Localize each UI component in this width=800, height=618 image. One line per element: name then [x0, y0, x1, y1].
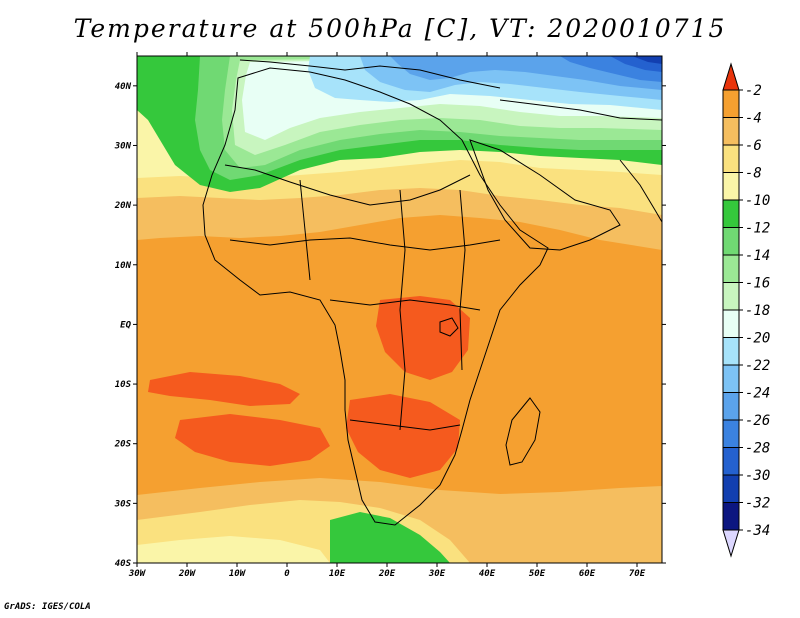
lake-victoria: [439, 317, 459, 337]
lon-tick-label: 10W: [229, 569, 247, 579]
colorbar-label: -8: [745, 166, 762, 182]
colorbar-label: -18: [745, 303, 770, 319]
lon-tick-label: 10E: [329, 569, 346, 579]
country-border-vertical-west: [299, 179, 311, 281]
colorbar-swatch: [722, 199, 740, 228]
lat-tick-label: 20S: [114, 440, 132, 450]
lat-tick-label: 30N: [114, 141, 132, 151]
colorbar-label: -34: [745, 523, 770, 539]
field-minus14-south-band: [330, 512, 450, 563]
plot-frame: [136, 55, 663, 564]
lat-tick-label: 10N: [115, 261, 132, 271]
colorbar-swatch: [722, 117, 740, 146]
lon-axis: 30W 20W 10W 0 10E 20E 30E 40E 50E 60E 70E: [128, 52, 646, 579]
colorbar-label: -22: [745, 358, 770, 374]
lat-tick-label: 20N: [114, 201, 132, 211]
colorbar-label: -2: [745, 83, 762, 99]
arabia-coastline: [469, 139, 621, 251]
country-border-south: [349, 419, 461, 431]
colorbar-swatch: [722, 502, 740, 531]
temperature-field: [137, 56, 662, 563]
colorbar-swatch: [722, 474, 740, 503]
lon-tick-label: 20E: [378, 569, 396, 579]
lat-tick-label: 30S: [114, 499, 132, 509]
colorbar-swatch: [722, 419, 740, 448]
madagascar-coastline: [505, 397, 541, 466]
lat-tick-label: 40N: [115, 82, 132, 92]
lat-tick-label: 40S: [115, 559, 132, 569]
colorbar-label: -16: [745, 276, 770, 292]
lat-tick-label: EQ: [120, 320, 131, 330]
lon-tick-label: 40E: [479, 569, 496, 579]
colorbar-label: -26: [745, 413, 770, 429]
colorbar-label: -4: [745, 111, 762, 127]
lon-tick-label: 30E: [428, 569, 446, 579]
asia-coastline: [499, 99, 662, 121]
colorbar-label: -20: [745, 331, 770, 347]
india-coastline: [619, 159, 662, 223]
lon-tick-label: 20W: [178, 569, 197, 579]
colorbar-swatch: [722, 172, 740, 201]
country-border-vertical-east: [459, 189, 466, 371]
colorbar-label: -12: [745, 221, 770, 237]
colorbar-swatch: [722, 282, 740, 311]
lat-tick-label: 10S: [115, 380, 132, 390]
colorbar-swatch: [722, 337, 740, 366]
colorbar-swatch: [722, 447, 740, 476]
colorbar-swatch: [722, 254, 740, 283]
lon-tick-label: 50E: [529, 569, 546, 579]
field-minus2-patch-south-atlantic: [175, 414, 330, 466]
lon-tick-label: 70E: [629, 569, 646, 579]
colorbar-bottom-arrow: [722, 529, 740, 558]
field-minus12-south-band: [137, 536, 330, 563]
field-minus2-patch-central-africa: [376, 296, 470, 380]
field-minus2-patch-southern-africa: [346, 394, 460, 478]
colorbar-swatch: [722, 309, 740, 338]
lon-tick-label: 0: [284, 569, 290, 579]
colorbar-top-arrow: [722, 62, 740, 91]
europe-coastline: [239, 59, 501, 89]
colorbar-label: -10: [745, 193, 770, 209]
grads-credit: GrADS: IGES/COLA: [4, 602, 91, 612]
lat-axis: 40S 30S 20S 10S EQ 10N 20N 30N 40N: [114, 82, 666, 569]
coastlines: [202, 59, 662, 526]
field-minus2-patch-atlantic: [148, 372, 300, 406]
lon-tick-label: 60E: [579, 569, 596, 579]
colorbar-label: -32: [745, 496, 770, 512]
colorbar: -2 -4 -6 -8 -10 -12 -14 -16 -18 -20 -22 -24 -26 -28 -3…: [722, 62, 770, 558]
lon-tick-label: 30W: [128, 569, 147, 579]
colorbar-swatch: [722, 392, 740, 421]
country-border-sahel: [229, 237, 501, 251]
colorbar-label: -14: [745, 248, 770, 264]
colorbar-label: -6: [745, 138, 762, 154]
country-border-sahara: [224, 164, 471, 206]
colorbar-swatch: [722, 144, 740, 173]
map-title: Temperature at 500hPa [C], VT: 202001071…: [73, 14, 727, 43]
colorbar-swatch: [722, 364, 740, 393]
africa-coastline: [202, 67, 549, 526]
country-border-vertical-central: [399, 189, 406, 431]
colorbar-label: -24: [745, 386, 770, 402]
colorbar-label: -30: [745, 468, 770, 484]
field-minus34-band: [632, 56, 662, 64]
colorbar-swatch: [722, 227, 740, 256]
colorbar-swatch: [722, 89, 740, 118]
colorbar-label: -28: [745, 441, 770, 457]
